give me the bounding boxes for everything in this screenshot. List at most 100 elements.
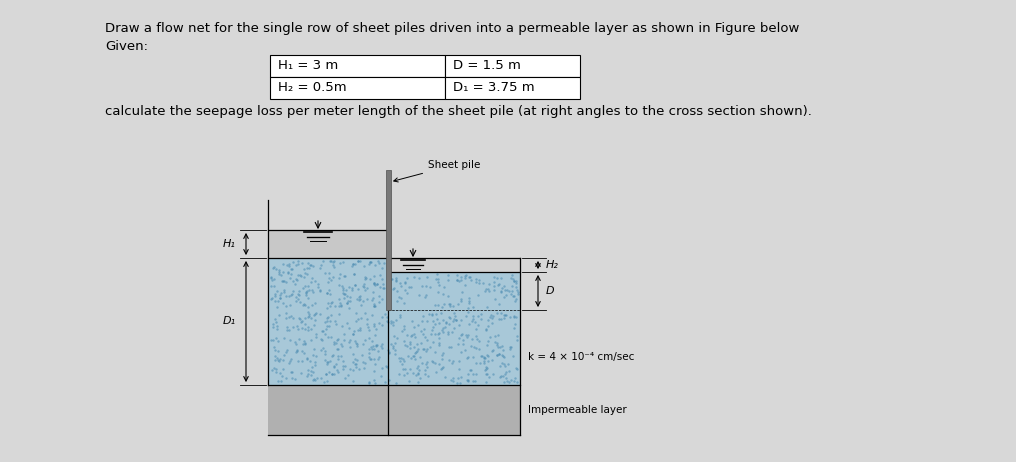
Point — [275, 334, 292, 341]
Point — [290, 295, 306, 303]
Point — [298, 291, 314, 298]
Point — [329, 366, 345, 374]
Point — [459, 376, 475, 383]
Point — [499, 377, 515, 385]
Point — [351, 257, 367, 265]
Point — [444, 359, 460, 366]
Point — [385, 332, 401, 340]
Point — [280, 327, 297, 334]
Point — [491, 350, 507, 358]
Point — [392, 314, 408, 321]
Point — [284, 323, 301, 331]
Point — [287, 280, 303, 287]
Point — [370, 356, 386, 363]
Point — [484, 319, 500, 326]
Point — [441, 313, 457, 321]
Point — [441, 321, 457, 328]
Point — [428, 310, 444, 318]
Point — [339, 320, 356, 327]
Point — [323, 370, 339, 377]
Point — [414, 317, 430, 325]
Point — [305, 369, 321, 376]
Point — [404, 331, 421, 339]
Point — [274, 268, 291, 276]
Point — [344, 359, 361, 366]
Point — [402, 338, 419, 346]
Point — [501, 288, 517, 295]
Point — [470, 321, 487, 328]
Point — [387, 340, 403, 347]
Point — [406, 273, 423, 280]
Point — [486, 282, 502, 290]
Point — [433, 365, 449, 373]
Point — [494, 359, 510, 366]
Point — [366, 345, 382, 353]
Point — [379, 317, 395, 324]
Point — [487, 339, 503, 346]
Point — [288, 338, 304, 345]
Point — [291, 287, 307, 295]
Point — [358, 274, 374, 282]
Point — [401, 283, 418, 291]
Point — [288, 261, 304, 268]
Point — [396, 338, 412, 345]
Point — [418, 283, 434, 290]
Point — [368, 341, 384, 348]
Point — [312, 287, 328, 295]
Point — [356, 359, 372, 366]
Point — [310, 283, 326, 290]
Point — [459, 304, 475, 311]
Point — [448, 276, 464, 284]
Point — [290, 272, 306, 279]
Point — [300, 326, 316, 333]
Point — [290, 325, 306, 333]
Point — [282, 301, 299, 308]
Point — [495, 372, 511, 379]
Point — [357, 359, 373, 366]
Point — [303, 278, 319, 285]
Point — [497, 370, 513, 377]
Point — [464, 318, 481, 325]
Point — [443, 344, 459, 351]
Point — [508, 280, 524, 287]
Point — [271, 358, 288, 365]
Point — [266, 263, 282, 270]
Point — [507, 298, 523, 305]
Bar — [388, 258, 520, 272]
Point — [268, 368, 284, 376]
Point — [335, 286, 352, 294]
Point — [427, 320, 443, 328]
Point — [399, 274, 416, 281]
Point — [438, 319, 454, 327]
Point — [469, 292, 486, 299]
Point — [375, 284, 391, 292]
Point — [368, 281, 384, 289]
Point — [283, 265, 300, 272]
Point — [321, 368, 337, 375]
Point — [495, 352, 511, 359]
Point — [297, 315, 313, 322]
Point — [304, 286, 320, 293]
Point — [486, 287, 502, 294]
Text: H₂ = 0.5m: H₂ = 0.5m — [278, 81, 346, 94]
Point — [321, 286, 337, 294]
Point — [321, 303, 337, 310]
Point — [329, 356, 345, 363]
Point — [324, 298, 340, 306]
Point — [315, 257, 331, 264]
Point — [406, 355, 423, 362]
Point — [402, 340, 419, 348]
Point — [402, 283, 419, 290]
Point — [267, 315, 283, 322]
Point — [371, 260, 387, 267]
Point — [289, 293, 305, 301]
Point — [341, 336, 358, 344]
Point — [478, 326, 494, 333]
Point — [392, 280, 408, 287]
Point — [352, 258, 368, 265]
Point — [333, 340, 350, 348]
Point — [319, 377, 335, 384]
Point — [376, 285, 392, 292]
Point — [374, 314, 390, 321]
Point — [358, 337, 374, 344]
